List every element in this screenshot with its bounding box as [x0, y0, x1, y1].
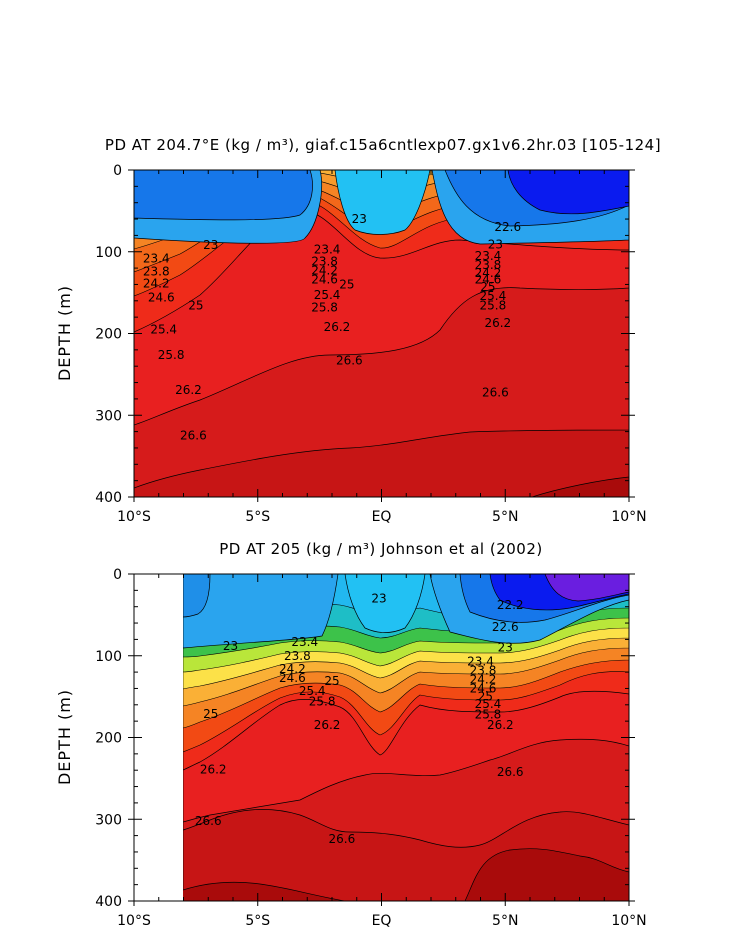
panel1-ylabel: DEPTH (m) — [55, 285, 74, 381]
contour-label: 24.6 — [311, 273, 338, 287]
contour-label: 25 — [339, 277, 354, 291]
contour-label: 26.2 — [487, 718, 514, 732]
band-23-0 — [134, 170, 629, 171]
contour-label: 24.2 — [311, 264, 338, 278]
contour-label: 25 — [478, 690, 493, 704]
contour-label: 23.8 — [475, 258, 502, 272]
contour-label: 22.2 — [497, 598, 524, 612]
p2-iso-23-left-inner — [183, 574, 211, 618]
contour-label: 25.4 — [475, 697, 502, 711]
contour-label: 26.2 — [175, 383, 202, 397]
x-tick-label: 5°S — [245, 913, 270, 929]
y-tick-label: 0 — [113, 163, 122, 179]
contour-label: 23.4 — [467, 654, 494, 668]
p1-iso-22-6 — [134, 170, 313, 221]
contour-label: 23.8 — [143, 264, 170, 278]
contour-label: 23 — [203, 238, 218, 252]
p2-iso-23-left — [183, 574, 339, 649]
y-tick-label: 200 — [95, 731, 122, 747]
contour-label: 23.4 — [143, 251, 170, 265]
p2-iso-23-center — [344, 574, 426, 633]
y-tick-label: 400 — [95, 894, 122, 910]
y-tick-label: 300 — [95, 408, 122, 424]
contour-label: 25 — [480, 280, 495, 294]
y-tick-label: 400 — [95, 490, 122, 506]
contour-label: 25.4 — [480, 289, 507, 303]
contour-label: 23 — [352, 212, 367, 226]
contour-label: 26.6 — [497, 765, 524, 779]
x-tick-label: EQ — [372, 913, 392, 929]
contour-label: 23.4 — [314, 242, 341, 256]
contour-label: 26.6 — [180, 429, 207, 443]
x-tick-label: 5°N — [492, 913, 518, 929]
contour-label: 25 — [324, 674, 339, 688]
contour-label: 22.6 — [494, 220, 521, 234]
contour-label: 22.6 — [492, 620, 519, 634]
contour-label: 23.4 — [291, 635, 318, 649]
contour-label: 25 — [203, 707, 218, 721]
contour-label: 23.8 — [284, 649, 311, 663]
x-tick-label: 10°N — [611, 913, 646, 929]
contour-label: 23 — [223, 639, 238, 653]
contour-label: 26.6 — [329, 832, 356, 846]
panel1-axes: 10°S 5°S EQ 5°N 10°N 0 100 200 300 400 — [95, 163, 646, 525]
contour-label: 23.4 — [475, 249, 502, 263]
contour-label: 25.8 — [311, 300, 338, 314]
panel2-upper-layer — [183, 574, 629, 649]
contour-label: 26.2 — [314, 718, 341, 732]
contour-label: 25.8 — [309, 695, 336, 709]
contour-label: 23 — [371, 592, 386, 606]
contour-label: 24.2 — [470, 672, 497, 686]
contour-label: 25.8 — [475, 708, 502, 722]
x-tick-label: EQ — [372, 509, 392, 525]
panel1-contour-labels: 232323.423.824.224.62525.425.826.226.623… — [143, 212, 521, 443]
contour-label: 24.2 — [475, 266, 502, 280]
x-tick-label: 10°S — [117, 509, 151, 525]
contour-label: 26.6 — [336, 353, 363, 367]
contour-label: 25.8 — [480, 299, 507, 313]
panel-model: PD AT 204.7°E (kg / m³), giaf.c15a6cntle… — [55, 136, 661, 525]
contour-label: 25.4 — [314, 288, 341, 302]
y-tick-label: 200 — [95, 327, 122, 343]
panel1-title: PD AT 204.7°E (kg / m³), giaf.c15a6cntle… — [105, 136, 661, 154]
p1-iso-23-center — [334, 170, 431, 235]
panel2-title: PD AT 205 (kg / m³) Johnson et al (2002) — [219, 540, 542, 558]
contour-label: 26.2 — [484, 316, 511, 330]
contour-label: 23 — [498, 641, 513, 655]
panel2-axes: 10°S 5°S EQ 5°N 10°N 0 100 200 300 400 — [95, 567, 646, 929]
contour-label: 24.6 — [475, 273, 502, 287]
x-tick-label: 5°S — [245, 509, 270, 525]
contour-label: 24.2 — [143, 277, 170, 291]
contour-label: 26.6 — [482, 385, 509, 399]
contour-label: 23 — [488, 237, 503, 251]
y-tick-label: 0 — [113, 567, 122, 583]
p1-iso-22-2 — [507, 170, 629, 215]
contour-label: 25 — [188, 299, 203, 313]
x-tick-label: 10°N — [611, 509, 646, 525]
contour-label: 24.6 — [148, 291, 175, 305]
panel-observations: PD AT 205 (kg / m³) Johnson et al (2002) — [55, 540, 647, 929]
contour-label: 26.6 — [195, 814, 222, 828]
x-tick-label: 5°N — [492, 509, 518, 525]
contour-label: 25.4 — [150, 322, 177, 336]
panel2-ylabel: DEPTH (m) — [55, 689, 74, 785]
x-tick-label: 10°S — [117, 913, 151, 929]
contour-label: 24.2 — [279, 662, 306, 676]
contour-label: 26.2 — [200, 762, 227, 776]
y-tick-label: 100 — [95, 245, 122, 261]
contour-label: 23.8 — [311, 255, 338, 269]
contour-label: 25.8 — [158, 348, 185, 362]
panel1-upper-layer — [134, 170, 629, 245]
contour-label: 24.6 — [279, 671, 306, 685]
contour-label: 25.4 — [299, 684, 326, 698]
contour-label: 24.6 — [470, 681, 497, 695]
p2-iso-21-8 — [544, 574, 629, 602]
contour-label: 23.8 — [470, 663, 497, 677]
y-tick-label: 300 — [95, 812, 122, 828]
contour-label: 26.2 — [324, 320, 351, 334]
y-tick-label: 100 — [95, 649, 122, 665]
